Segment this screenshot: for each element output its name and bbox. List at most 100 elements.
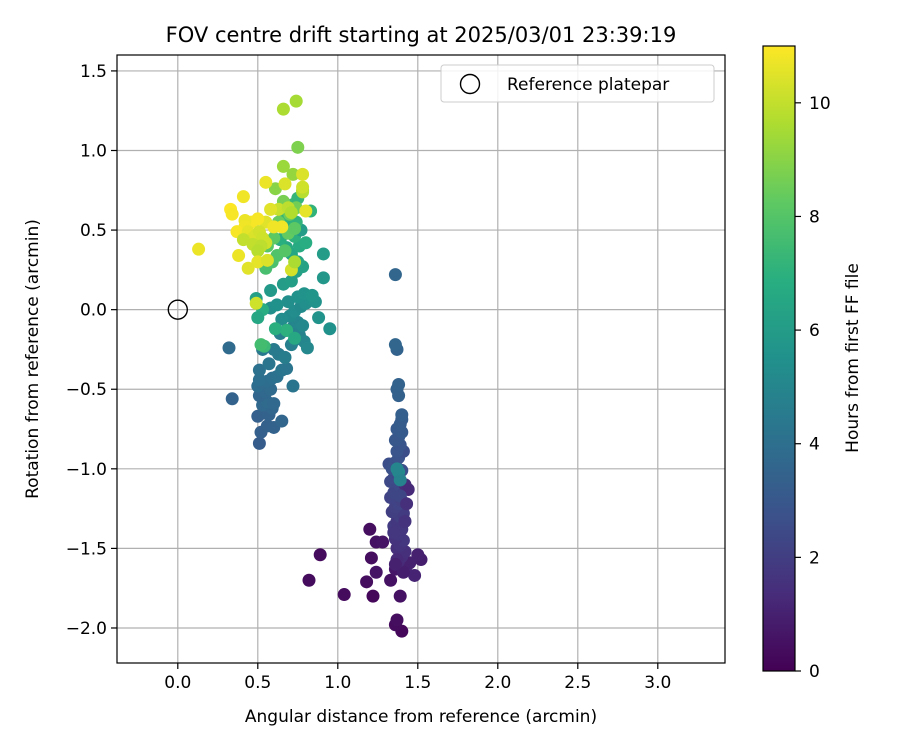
data-point — [288, 221, 302, 235]
y-tick-label: −1.0 — [66, 460, 107, 480]
data-point — [225, 392, 239, 406]
x-tick-label: 3.0 — [644, 673, 671, 693]
data-point — [268, 322, 282, 336]
colorbar-label: Hours from first FF file — [843, 263, 863, 453]
data-point — [305, 288, 319, 302]
y-tick-label: −1.5 — [66, 539, 107, 559]
data-point — [280, 362, 294, 376]
data-point — [396, 565, 410, 579]
y-tick-label: 1.0 — [80, 141, 107, 161]
data-point — [337, 588, 351, 602]
chart-title: FOV centre drift starting at 2025/03/01 … — [166, 23, 677, 47]
x-tick-label: 0.0 — [164, 673, 191, 693]
data-point — [411, 548, 425, 562]
data-point — [289, 94, 303, 108]
data-point — [241, 261, 255, 275]
y-tick-label: 0.5 — [80, 221, 107, 241]
data-point — [388, 268, 402, 282]
data-point — [284, 206, 298, 220]
y-tick-label: −0.5 — [66, 380, 107, 400]
data-point — [252, 373, 266, 387]
data-point — [390, 613, 404, 627]
data-point — [296, 180, 310, 194]
x-tick-label: 0.5 — [244, 673, 271, 693]
data-point — [299, 236, 313, 250]
data-point — [192, 242, 206, 256]
data-point — [316, 271, 330, 285]
data-point — [312, 311, 326, 325]
data-point — [264, 284, 278, 298]
colorbar-tick-label: 8 — [809, 207, 820, 227]
y-tick-label: 0.0 — [80, 301, 107, 321]
x-tick-label: 2.5 — [564, 673, 591, 693]
data-point — [316, 247, 330, 261]
data-point — [267, 397, 281, 411]
colorbar-tick-label: 4 — [809, 435, 820, 455]
data-point — [278, 244, 292, 258]
reference-marker — [167, 299, 189, 320]
y-tick-label: 1.5 — [80, 62, 107, 82]
data-point — [395, 408, 409, 422]
plot-frame — [116, 54, 726, 664]
x-tick-label: 1.0 — [324, 673, 351, 693]
y-tick-label: −2.0 — [66, 619, 107, 639]
data-point — [392, 377, 406, 391]
data-point — [376, 535, 390, 549]
data-point — [393, 473, 407, 487]
data-point — [299, 204, 313, 218]
data-point — [260, 253, 274, 267]
data-point — [366, 589, 380, 603]
data-point — [296, 167, 310, 181]
data-point — [262, 357, 276, 371]
data-point — [360, 575, 374, 589]
data-point — [300, 341, 314, 355]
colorbar-ticks: 0 2 4 6 8 10 — [795, 94, 831, 682]
data-point — [276, 159, 290, 173]
x-tick-label: 2.0 — [484, 673, 511, 693]
data-point — [259, 175, 273, 189]
data-point — [400, 497, 414, 511]
data-point — [364, 551, 378, 565]
data-point — [393, 589, 407, 603]
data-point — [302, 573, 316, 587]
data-point — [388, 338, 402, 352]
data-point — [268, 182, 282, 196]
data-point — [313, 548, 327, 562]
data-point — [390, 462, 404, 476]
data-point — [288, 331, 302, 345]
legend-box — [440, 64, 715, 103]
data-point — [278, 177, 292, 191]
data-point — [232, 249, 246, 263]
data-point — [278, 350, 292, 364]
y-axis-label: Rotation from reference (arcmin) — [23, 219, 43, 499]
data-point — [225, 207, 239, 221]
data-point — [236, 190, 250, 204]
legend-marker-icon — [459, 73, 481, 95]
x-tick-label: 1.5 — [404, 673, 431, 693]
data-point — [222, 341, 236, 355]
legend: Reference platepar — [440, 64, 715, 103]
data-point — [264, 202, 278, 216]
data-point — [276, 102, 290, 116]
legend-label: Reference platepar — [507, 75, 669, 95]
data-point — [275, 220, 289, 234]
data-point — [252, 436, 266, 450]
data-point — [363, 522, 377, 536]
y-axis-ticks: −2.0 −1.5 −1.0 −0.5 0.0 0.5 1.0 1.5 — [66, 62, 117, 639]
data-point — [236, 233, 250, 247]
data-points — [192, 94, 428, 638]
reference-point-marker — [167, 299, 189, 320]
data-point — [369, 565, 383, 579]
data-point — [288, 255, 302, 269]
colorbar-tick-label: 2 — [809, 548, 820, 568]
data-point — [251, 255, 265, 269]
data-point — [270, 298, 284, 312]
data-point — [281, 295, 295, 309]
data-point — [388, 557, 402, 571]
data-point — [408, 568, 422, 582]
data-point — [275, 414, 289, 428]
data-point — [286, 379, 300, 393]
data-point — [387, 525, 401, 539]
data-point — [275, 312, 289, 326]
